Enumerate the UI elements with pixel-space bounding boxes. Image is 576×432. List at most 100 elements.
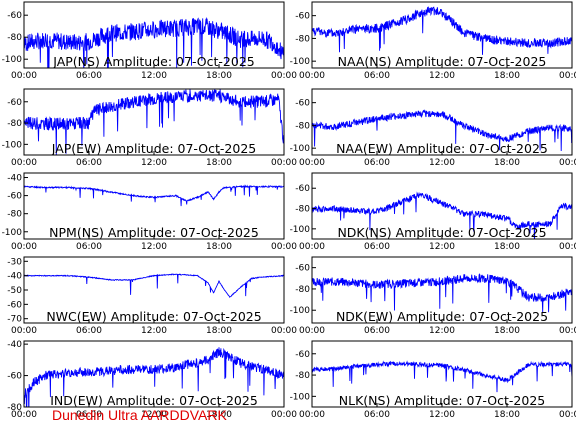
- x-tick-label: 00:00: [559, 158, 576, 168]
- x-tick-label: 00:00: [299, 410, 325, 420]
- x-tick-label: 18:00: [206, 410, 232, 420]
- x-tick-label: 00:00: [11, 410, 37, 420]
- chart-panel-8: -60 -80 -100 00:00 06:00 12:00 18:00 00:00 NDK(E…: [290, 256, 576, 336]
- y-tick-label: -60: [295, 99, 310, 109]
- chart-title: NDK(EW) Amplitude: 07-Oct-2025: [336, 309, 548, 324]
- series-line: [24, 347, 284, 407]
- x-tick-label: 00:00: [11, 71, 37, 81]
- y-tick-label: -80: [7, 403, 22, 413]
- x-tick-label: 12:00: [141, 71, 167, 81]
- y-tick-label: -60: [7, 300, 22, 310]
- x-tick-label: 06:00: [76, 242, 102, 252]
- x-tick-label: 18:00: [206, 71, 232, 81]
- chart-title: NAA(NS) Amplitude: 07-Oct-2025: [338, 54, 547, 69]
- y-tick-label: -80: [7, 33, 22, 43]
- y-tick-label: -100: [2, 55, 23, 65]
- x-tick-label: 06:00: [76, 158, 102, 168]
- series-line: [312, 273, 572, 313]
- chart-panel-2: -60 -80 -100 00:00 06:00 12:00 18:00 00:00 NAA(N…: [290, 1, 576, 81]
- x-tick-label: 00:00: [299, 71, 325, 81]
- x-tick-label: 18:00: [494, 71, 520, 81]
- x-tick-label: 06:00: [76, 410, 102, 420]
- y-tick-label: -100: [290, 57, 311, 67]
- x-tick-label: 06:00: [364, 242, 390, 252]
- x-tick-label: 06:00: [76, 71, 102, 81]
- x-tick-label: 18:00: [494, 158, 520, 168]
- y-tick-label: -40: [7, 174, 22, 184]
- series-line: [312, 109, 572, 152]
- y-tick-label: -100: [290, 306, 311, 316]
- chart-title: JAP(NS) Amplitude: 07-Oct-2025: [52, 54, 255, 69]
- x-tick-label: 12:00: [141, 242, 167, 252]
- x-tick-label: 00:00: [559, 71, 576, 81]
- y-tick-label: -80: [295, 371, 310, 381]
- chart-title: IND(EW) Amplitude: 07-Oct-2025: [50, 393, 258, 408]
- x-tick-label: 00:00: [271, 71, 297, 81]
- y-tick-label: -100: [290, 225, 311, 235]
- x-tick-label: 00:00: [559, 410, 576, 420]
- x-tick-label: 00:00: [559, 242, 576, 252]
- x-tick-label: 00:00: [271, 326, 297, 336]
- y-tick-label: -80: [295, 121, 310, 131]
- y-tick-label: -80: [295, 285, 310, 295]
- series-line: [24, 273, 284, 299]
- y-tick-label: -60: [295, 264, 310, 274]
- series-line: [24, 89, 284, 155]
- chart-title: NPM(NS) Amplitude: 07-Oct-2025: [49, 225, 259, 240]
- y-tick-label: -80: [7, 119, 22, 129]
- x-tick-label: 00:00: [11, 326, 37, 336]
- x-tick-label: 18:00: [494, 242, 520, 252]
- x-tick-label: 18:00: [494, 410, 520, 420]
- y-tick-label: -60: [7, 98, 22, 108]
- y-tick-label: -30: [7, 257, 22, 267]
- chart-title: NAA(EW) Amplitude: 07-Oct-2025: [336, 141, 548, 156]
- x-tick-label: 00:00: [299, 242, 325, 252]
- x-tick-label: 18:00: [206, 158, 232, 168]
- chart-title: NDK(NS) Amplitude: 07-Oct-2025: [337, 225, 546, 240]
- x-tick-label: 06:00: [364, 326, 390, 336]
- x-tick-label: 06:00: [364, 158, 390, 168]
- series-line: [24, 17, 284, 68]
- chart-panel-5: -40 -60 -80 -100 00:00 06:00 12:00 18:00 00:00 NP…: [2, 172, 297, 252]
- y-tick-label: -60: [295, 350, 310, 360]
- y-tick-label: -40: [7, 272, 22, 282]
- x-tick-label: 12:00: [429, 158, 455, 168]
- x-tick-label: 00:00: [299, 326, 325, 336]
- x-tick-label: 06:00: [364, 410, 390, 420]
- y-tick-label: -100: [2, 140, 23, 150]
- x-tick-label: 00:00: [299, 158, 325, 168]
- x-tick-label: 00:00: [271, 410, 297, 420]
- series-line: [24, 184, 284, 207]
- y-tick-label: -80: [295, 205, 310, 215]
- x-tick-label: 00:00: [11, 158, 37, 168]
- y-tick-label: -60: [7, 11, 22, 21]
- x-tick-label: 18:00: [206, 326, 232, 336]
- y-tick-label: -100: [2, 228, 23, 238]
- x-tick-label: 00:00: [559, 326, 576, 336]
- y-tick-label: -80: [295, 34, 310, 44]
- chart-title: NLK(NS) Amplitude: 07-Oct-2025: [339, 393, 545, 408]
- x-tick-label: 12:00: [429, 410, 455, 420]
- x-tick-label: 12:00: [141, 326, 167, 336]
- y-tick-label: -100: [290, 144, 311, 154]
- x-tick-label: 00:00: [271, 158, 297, 168]
- y-tick-label: -60: [7, 192, 22, 202]
- y-tick-label: -60: [7, 372, 22, 382]
- chart-panel-4: -60 -80 -100 00:00 06:00 12:00 18:00 00:00 NAA(E…: [290, 88, 576, 168]
- x-tick-label: 06:00: [364, 71, 390, 81]
- x-tick-label: 18:00: [206, 242, 232, 252]
- y-tick-label: -60: [295, 184, 310, 194]
- y-tick-label: -60: [295, 12, 310, 22]
- y-tick-label: -40: [7, 340, 22, 350]
- footer-caption: Dunedin Ultra AARDDVARK: [52, 407, 227, 423]
- chart-panel-10: -60 -80 -100 00:00 06:00 12:00 18:00 00:00 NLK(N…: [290, 340, 576, 420]
- y-tick-label: -70: [7, 315, 22, 325]
- chart-title: NWC(EW) Amplitude: 07-Oct-2025: [46, 309, 261, 324]
- chart-panel-6: -60 -80 -100 00:00 06:00 12:00 18:00 00:00 NDK(N…: [290, 172, 576, 252]
- x-tick-label: 12:00: [429, 326, 455, 336]
- x-tick-label: 00:00: [271, 242, 297, 252]
- x-tick-label: 12:00: [141, 158, 167, 168]
